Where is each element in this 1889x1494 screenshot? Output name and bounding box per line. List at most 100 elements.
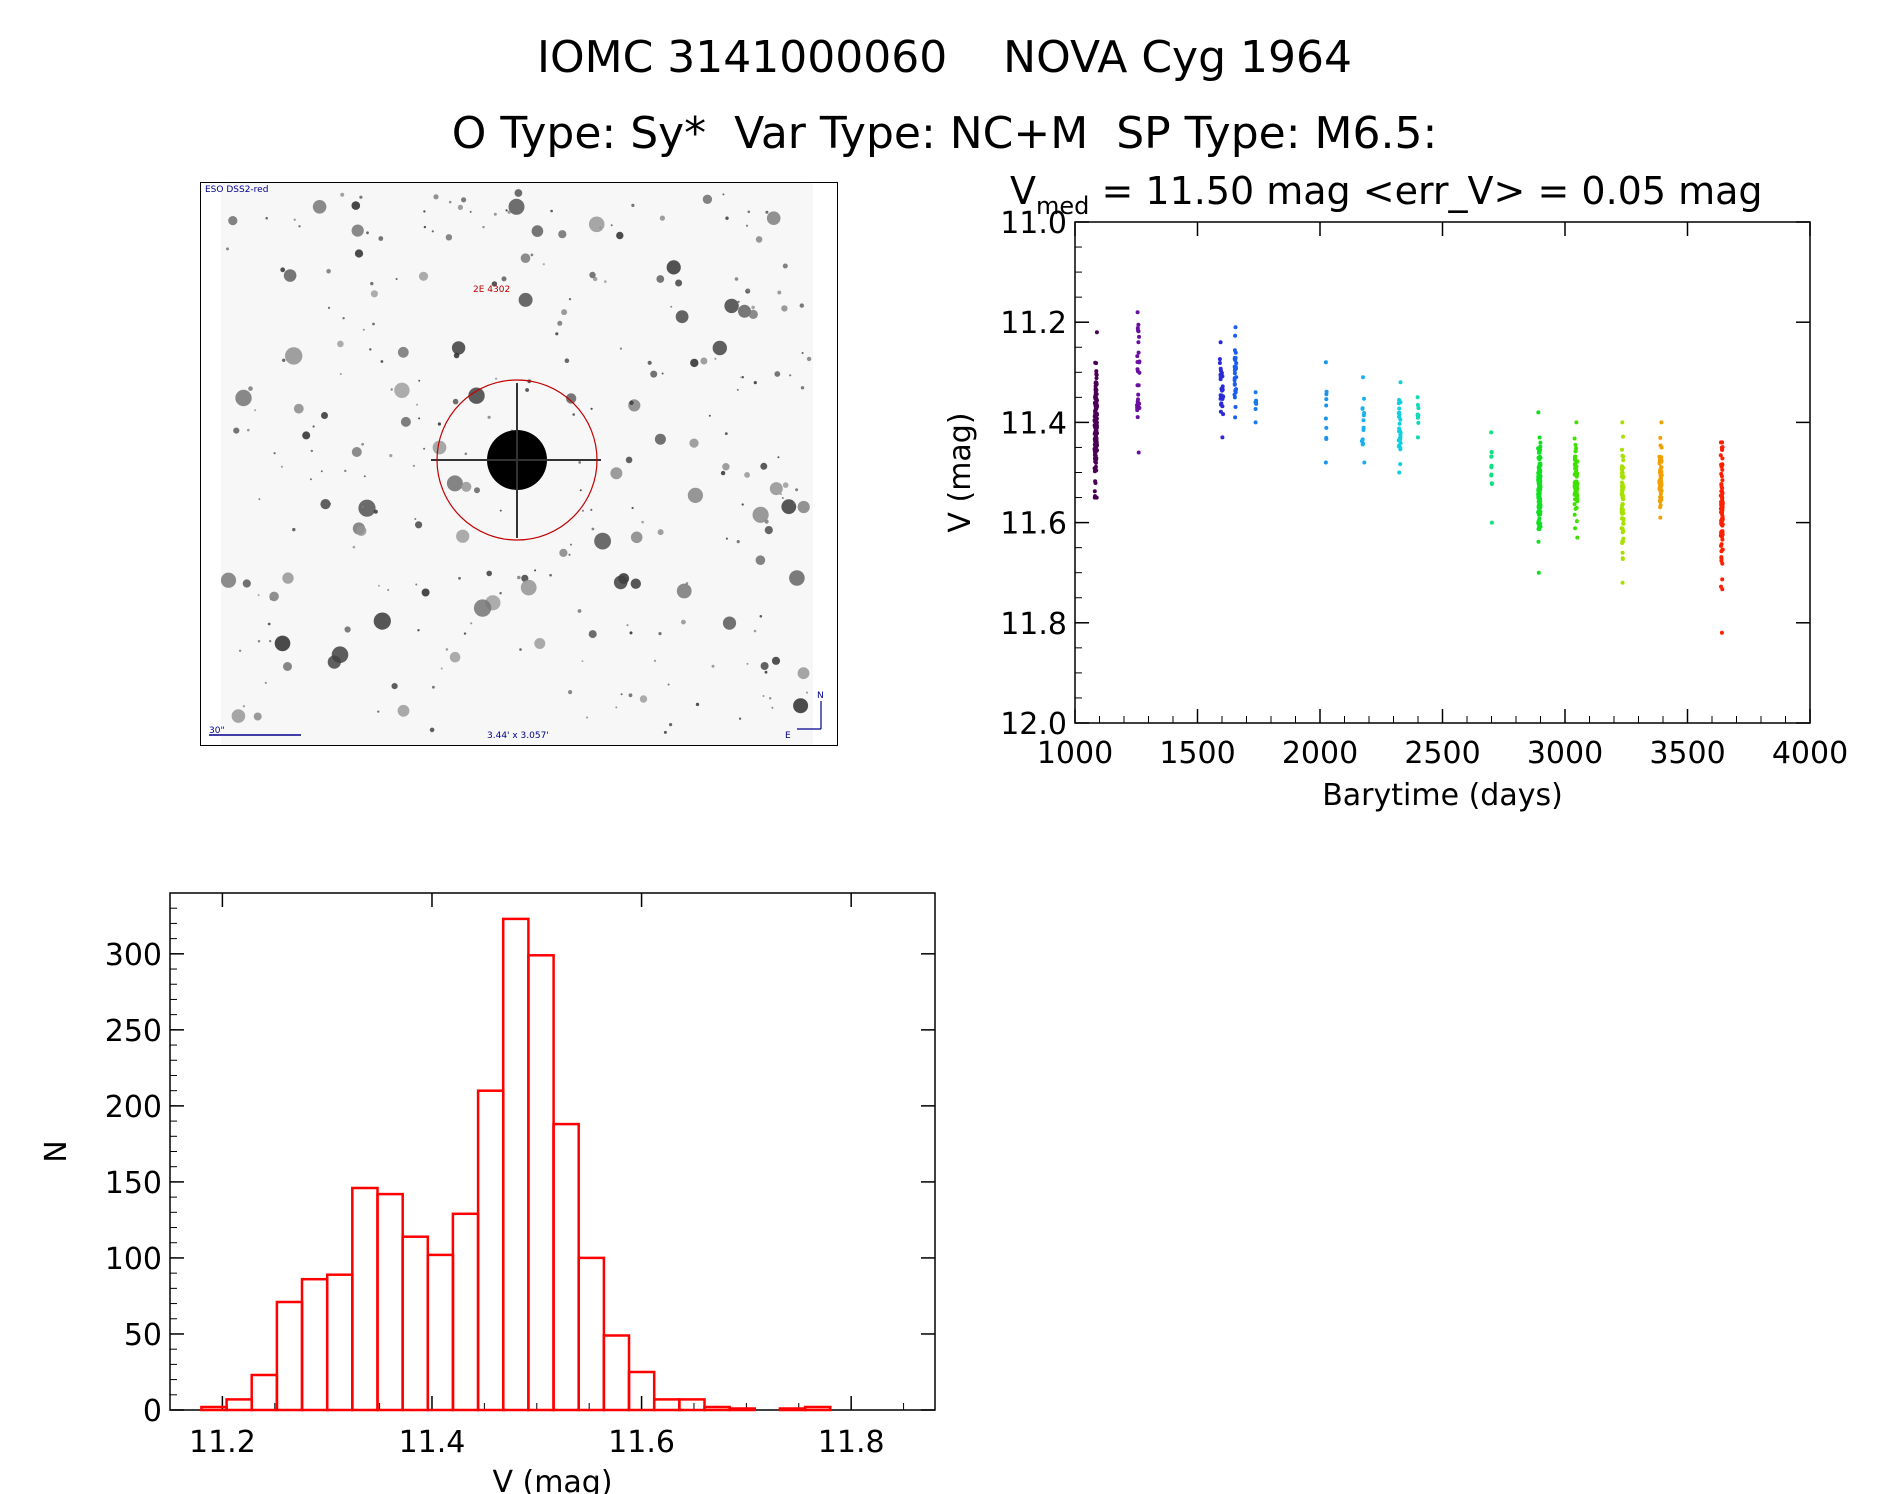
star	[734, 277, 739, 281]
star	[744, 472, 750, 478]
star	[797, 667, 810, 680]
lc-point	[1659, 420, 1664, 425]
lc-point	[1489, 482, 1494, 486]
lc-x-axis-label: Barytime (days)	[1322, 778, 1563, 813]
star	[449, 651, 461, 663]
star	[395, 278, 398, 280]
star	[257, 594, 260, 597]
star	[273, 452, 276, 455]
star	[423, 447, 426, 450]
star	[565, 393, 577, 404]
lc-point	[1658, 435, 1663, 440]
lc-point	[1136, 340, 1141, 345]
lc-point	[1398, 447, 1403, 452]
star	[631, 506, 634, 510]
star	[351, 224, 364, 237]
lc-point	[1415, 395, 1420, 400]
hist-x-tick-label: 11.4	[399, 1425, 466, 1460]
star	[577, 609, 582, 613]
star	[487, 415, 491, 419]
lc-point	[1093, 360, 1098, 365]
star	[658, 632, 662, 636]
star	[340, 192, 345, 197]
lc-point	[1537, 457, 1542, 462]
star	[320, 499, 331, 510]
star	[789, 570, 805, 586]
hist-bar	[703, 1405, 731, 1412]
lc-point	[1621, 516, 1626, 521]
lc-point	[1136, 350, 1141, 355]
star	[714, 357, 717, 360]
star	[724, 432, 728, 435]
lc-point	[1135, 326, 1140, 331]
lc-point	[1620, 550, 1625, 555]
star	[555, 332, 559, 336]
star	[491, 281, 498, 287]
star	[390, 388, 393, 391]
hist-y-tick-label: 250	[105, 1014, 162, 1049]
lc-point	[1719, 499, 1724, 504]
star	[344, 626, 351, 633]
star	[228, 216, 238, 226]
star	[613, 575, 628, 590]
lc-point	[1360, 406, 1365, 411]
star	[755, 555, 766, 565]
star	[675, 310, 689, 324]
star	[604, 280, 607, 283]
lc-y-axis-label: V (mag)	[943, 412, 978, 532]
star	[380, 360, 384, 363]
hist-bar	[376, 1192, 404, 1412]
lc-point	[1217, 361, 1222, 365]
lc-point	[1620, 447, 1624, 452]
lc-series-group2	[1135, 310, 1142, 455]
star	[387, 589, 390, 591]
star	[753, 381, 757, 385]
star	[282, 358, 286, 362]
star	[501, 276, 507, 282]
star	[806, 356, 812, 362]
lc-point	[1360, 437, 1365, 442]
star	[226, 247, 229, 251]
lc-point	[1362, 396, 1366, 401]
star	[432, 685, 435, 689]
star	[394, 382, 410, 398]
lc-point	[1233, 388, 1238, 393]
chart-title-star-types: O Type: Sy* Var Type: NC+M SP Type: M6.5…	[451, 108, 1438, 159]
lc-point	[1137, 334, 1141, 339]
hist-bar	[300, 1277, 329, 1412]
lc-point	[1218, 366, 1223, 371]
lc-point	[1093, 392, 1098, 397]
lc-series-group4	[1232, 325, 1239, 420]
hist-bar	[577, 1256, 606, 1412]
hist-y-tick-label: 50	[124, 1318, 162, 1353]
star	[525, 388, 529, 392]
lc-point	[1572, 512, 1577, 517]
star	[298, 225, 301, 228]
hist-bar	[501, 917, 530, 1412]
star	[702, 194, 713, 204]
star	[486, 570, 493, 577]
star	[397, 346, 409, 358]
star	[659, 215, 665, 221]
star	[738, 717, 742, 720]
lc-point	[1218, 374, 1223, 379]
lc-y-tick-label: 12.0	[1000, 707, 1067, 742]
star	[666, 260, 681, 275]
lc-point	[1220, 384, 1225, 389]
star	[769, 482, 783, 496]
hist-y-tick-label: 150	[105, 1166, 162, 1201]
star	[417, 629, 420, 632]
star	[321, 412, 328, 419]
lc-point	[1397, 410, 1402, 415]
lc-point	[1718, 453, 1723, 458]
lc-point	[1720, 537, 1725, 542]
star	[669, 723, 673, 727]
star	[765, 210, 769, 214]
star	[578, 461, 582, 464]
east-label: E	[785, 731, 791, 741]
star	[431, 230, 434, 233]
star	[626, 624, 629, 627]
lc-point	[1253, 420, 1258, 425]
lc-point	[1718, 493, 1723, 498]
hist-bar	[552, 1122, 580, 1412]
